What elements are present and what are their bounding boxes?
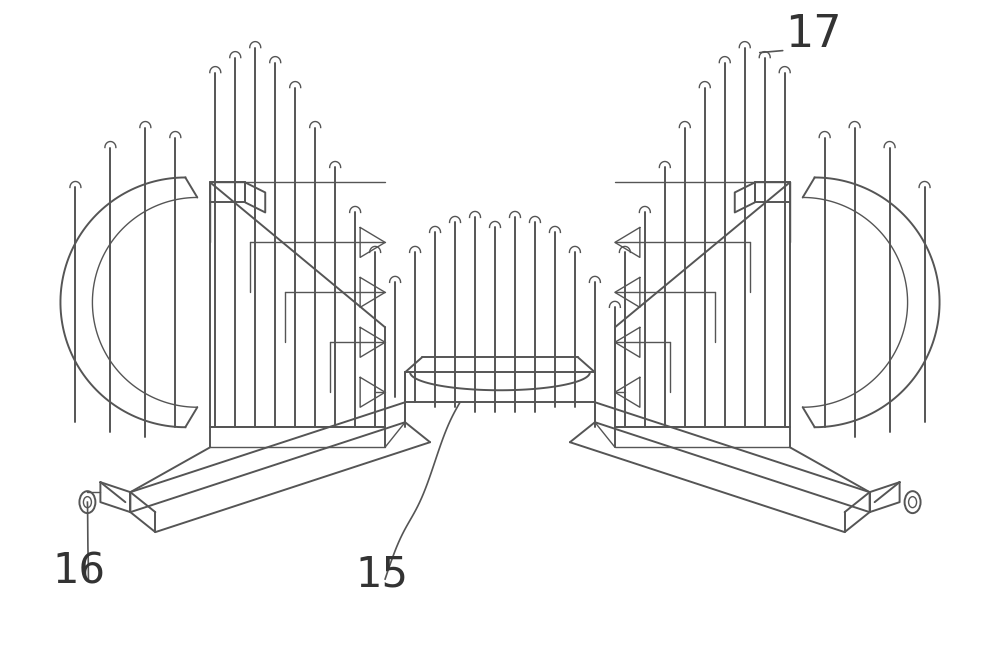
Text: 16: 16 <box>52 550 105 592</box>
Text: 17: 17 <box>785 12 841 56</box>
Ellipse shape <box>83 497 91 508</box>
Ellipse shape <box>79 491 95 513</box>
Ellipse shape <box>909 497 917 508</box>
Text: 15: 15 <box>355 553 408 595</box>
Ellipse shape <box>905 491 921 513</box>
